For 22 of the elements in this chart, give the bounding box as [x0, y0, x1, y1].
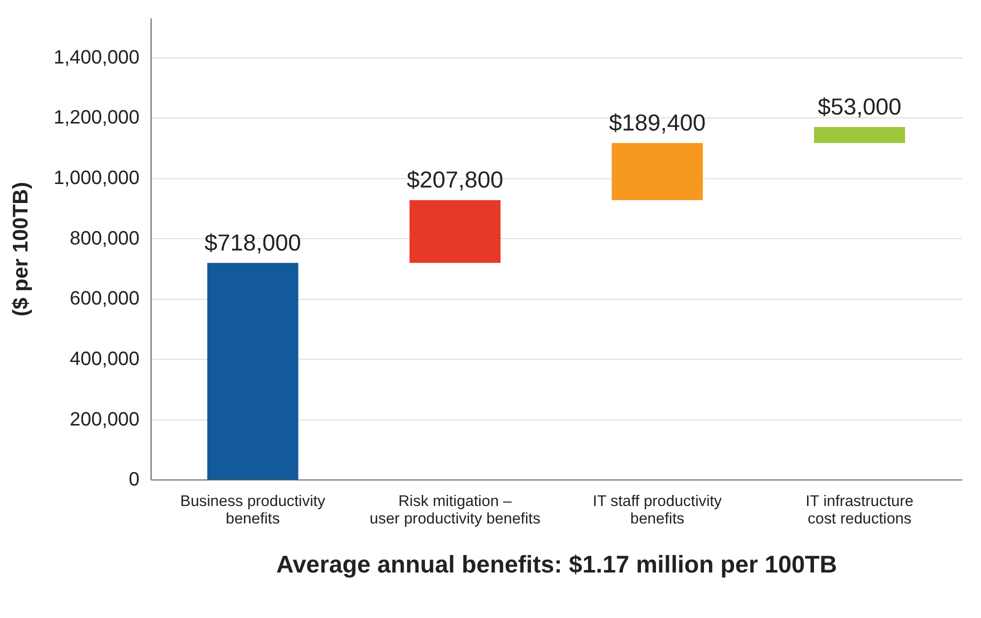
y-tick-label: 400,000	[70, 349, 140, 370]
bar	[410, 200, 501, 263]
data-label: $53,000	[818, 94, 902, 120]
x-tick-label: Business productivity benefits	[180, 493, 326, 528]
bar	[814, 127, 906, 144]
y-tick-label: 800,000	[70, 228, 140, 250]
data-label: $718,000	[204, 229, 302, 256]
y-tick-label: 600,000	[70, 288, 140, 310]
y-axis-title: ($ per 100TB)	[8, 182, 33, 316]
y-tick-label: 200,000	[70, 409, 140, 430]
y-tick-label: 1,200,000	[54, 108, 140, 129]
x-tick-label: IT infrastructure cost reductions	[806, 493, 914, 528]
x-tick-label: IT staff productivity benefits	[592, 493, 722, 528]
bar	[612, 143, 703, 200]
y-tick-label: 0	[128, 470, 140, 491]
x-tick-label: Risk mitigation – user productivity benefits	[370, 493, 541, 528]
bar	[207, 262, 298, 480]
data-label: $189,400	[608, 109, 706, 136]
y-tick-label: 1,000,000	[54, 168, 140, 190]
data-label: $207,800	[406, 166, 504, 193]
y-tick-label: 1,400,000	[54, 47, 140, 68]
x-axis-title: Average annual benefits: $1.17 million per 100TB	[276, 552, 838, 579]
